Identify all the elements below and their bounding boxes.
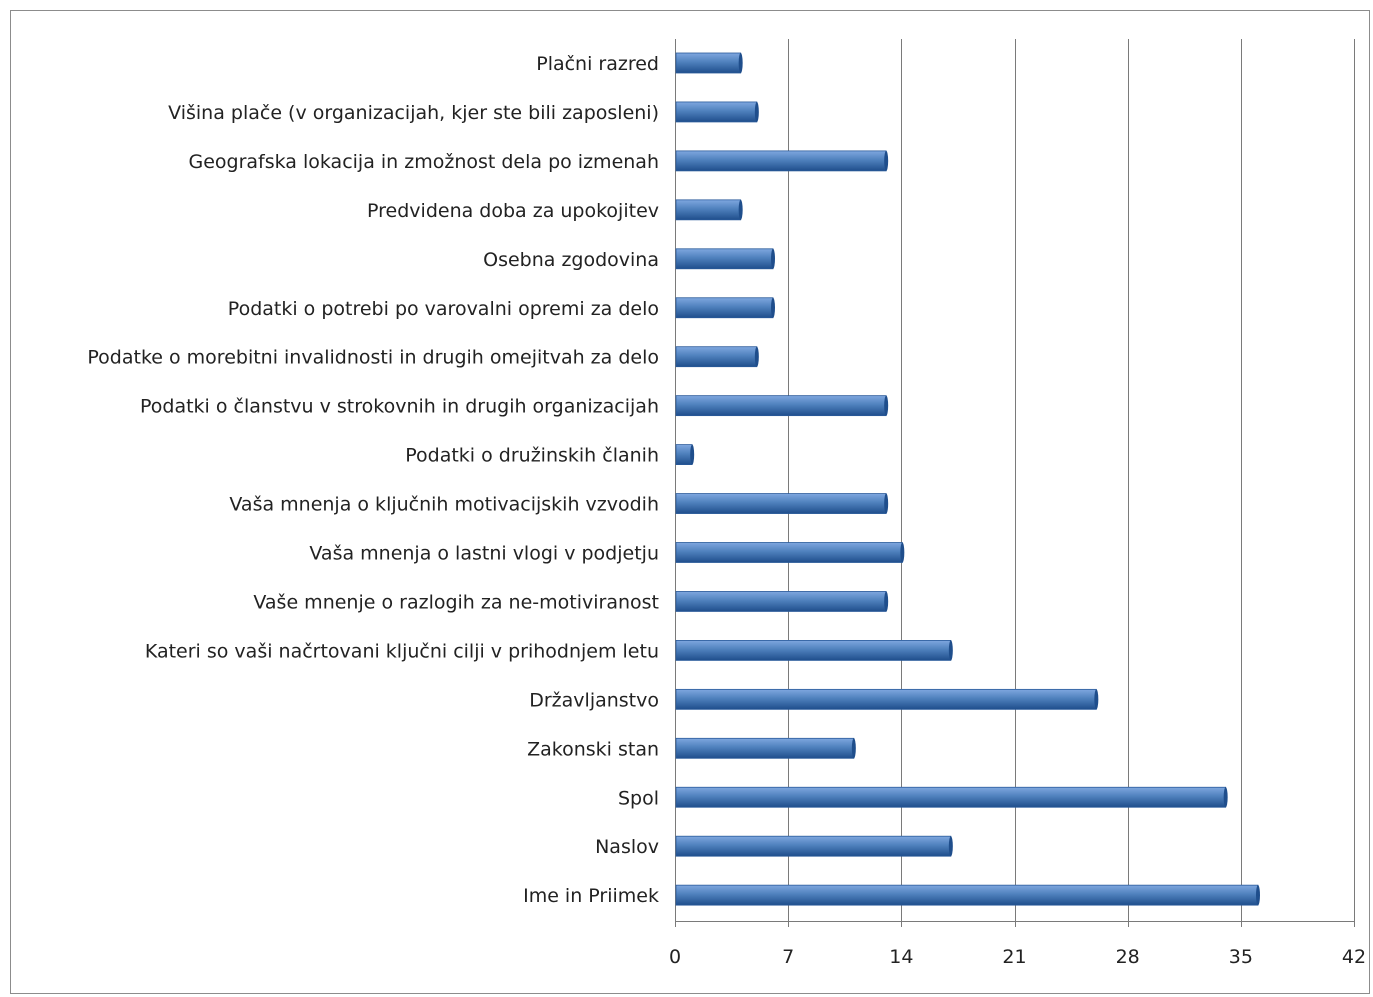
bar-end-cap (771, 297, 775, 318)
bar-end-cap (948, 836, 953, 857)
bar (675, 199, 742, 221)
x-tick-label: 7 (782, 946, 794, 968)
category-label: Predvidena doba za upokojitev (367, 200, 659, 222)
category-label: Podatki o družinskih članih (405, 445, 659, 467)
bar-end-cap (900, 542, 905, 563)
bar (675, 150, 887, 172)
bar-end-cap (754, 346, 759, 367)
bar (675, 640, 952, 661)
bar (675, 297, 774, 319)
category-label: Vaša mnenja o lastni vlogi v podjetju (309, 543, 659, 565)
category-label: Zakonski stan (527, 738, 659, 760)
x-tick-label: 28 (1116, 946, 1140, 968)
bar-end-cap (690, 444, 695, 465)
bar (675, 101, 758, 123)
x-tick-label: 42 (1342, 946, 1366, 968)
bar-end-cap (884, 395, 889, 416)
bar (675, 248, 774, 270)
bar-end-cap (771, 248, 775, 269)
bar-end-cap (1094, 689, 1099, 710)
bar (675, 835, 952, 857)
bar (675, 395, 887, 417)
bar-end-cap (884, 493, 889, 514)
bar-end-cap (754, 101, 759, 122)
bars (675, 52, 1260, 906)
bar (675, 591, 887, 612)
category-label: Višina plače (v organizacijah, kjer ste … (168, 102, 659, 124)
category-label: Spol (618, 787, 659, 809)
bar (675, 346, 758, 368)
bar-chart: Plačni razred Višina plače (v organizacij… (87, 39, 1366, 968)
x-axis-ticks: 0 7 14 21 28 35 42 (669, 946, 1366, 968)
bar-end-cap (1223, 787, 1228, 808)
bar (675, 737, 855, 759)
bar-end-cap (738, 53, 743, 73)
category-label: Podatki o članstvu v strokovnih in drugi… (140, 396, 659, 418)
bar-end-cap (738, 199, 743, 220)
x-tick-label: 21 (1002, 946, 1026, 968)
category-label: Kateri so vaši načrtovani ključni cilji … (145, 640, 659, 662)
category-label: Geografska lokacija in zmožnost dela po … (188, 151, 659, 173)
bar (675, 786, 1227, 808)
bar-end-cap (884, 591, 889, 612)
category-label: Vaša mnenja o ključnih motivacijskih vzv… (229, 494, 659, 516)
category-labels: Plačni razred Višina plače (v organizacij… (87, 53, 659, 907)
bar-end-cap (948, 640, 953, 661)
bar-end-cap (851, 738, 856, 759)
bar (675, 444, 693, 466)
gridlines (675, 39, 1355, 927)
category-label: Vaše mnenje o razlogih za ne-motiviranos… (253, 591, 659, 613)
bar (675, 884, 1259, 906)
x-tick-label: 35 (1229, 946, 1253, 968)
category-label: Osebna zgodovina (483, 249, 659, 271)
category-label: Podatke o morebitni invalidnosti in drug… (87, 347, 659, 369)
bar (675, 493, 887, 514)
category-label: Naslov (595, 836, 659, 858)
bar (675, 688, 1097, 710)
bar-end-cap (1256, 885, 1260, 906)
bar (675, 52, 742, 74)
category-label: Podatki o potrebi po varovalni opremi za… (228, 298, 659, 320)
x-tick-label: 0 (669, 946, 681, 968)
category-label: Plačni razred (536, 53, 659, 75)
bar-end-cap (884, 150, 889, 171)
category-label: Državljanstvo (529, 689, 659, 711)
x-tick-label: 14 (889, 946, 913, 968)
chart-frame: Plačni razred Višina plače (v organizacij… (10, 10, 1370, 994)
bar (675, 542, 903, 563)
category-label: Ime in Priimek (523, 885, 659, 907)
